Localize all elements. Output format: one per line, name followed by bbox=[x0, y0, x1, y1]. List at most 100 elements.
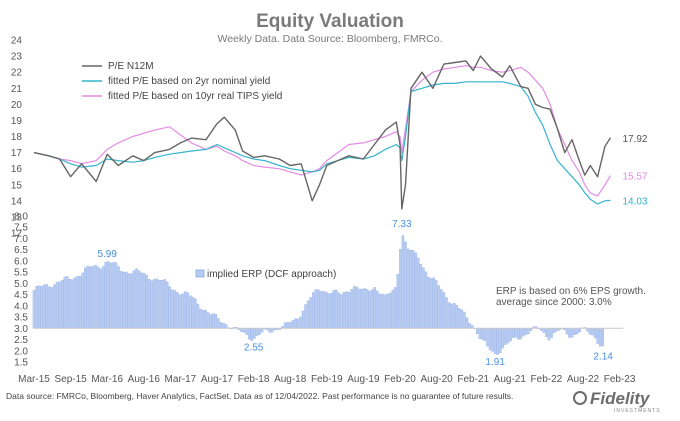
upper-y-tick-label: 17 bbox=[11, 148, 23, 159]
data-source-footer: Data source: FMRCo, Bloomberg, Haver Ana… bbox=[6, 391, 513, 401]
lower-y-tick-label: 2.0 bbox=[14, 346, 28, 357]
fidelity-logo: Fidelity INVESTMENTS bbox=[573, 389, 660, 414]
erp-bar bbox=[66, 276, 69, 329]
erp-bar bbox=[424, 271, 428, 329]
erp-bar bbox=[224, 324, 228, 329]
erp-bar bbox=[437, 285, 441, 329]
erp-bar bbox=[286, 322, 289, 329]
erp-bar bbox=[345, 291, 348, 329]
end-value-label: 15.57 bbox=[622, 172, 647, 183]
erp-bar bbox=[45, 284, 49, 329]
lower-y-axis: 1.52.02.53.03.54.04.55.05.56.06.57.07.58… bbox=[14, 212, 28, 369]
lower-y-tick-label: 4.0 bbox=[14, 301, 28, 312]
erp-bar bbox=[299, 316, 302, 329]
x-tick-label: Aug-17 bbox=[201, 374, 234, 385]
erp-bar bbox=[165, 281, 169, 329]
erp-bar bbox=[101, 266, 105, 329]
lower-y-tick-label: 6.5 bbox=[14, 245, 28, 256]
erp-bar bbox=[322, 291, 325, 329]
erp-bar bbox=[468, 323, 471, 329]
erp-bar bbox=[591, 328, 594, 336]
upper-legend: P/E N12M fitted P/E based on 2yr nominal… bbox=[82, 61, 282, 102]
erp-bar bbox=[150, 280, 154, 329]
erp-bar bbox=[450, 303, 453, 329]
erp-bar bbox=[401, 235, 405, 329]
x-tick-label: Feb-19 bbox=[311, 374, 343, 385]
lower-y-tick-label: 6.0 bbox=[14, 256, 28, 267]
erp-bar bbox=[427, 276, 430, 329]
erp-bar bbox=[178, 294, 182, 329]
x-tick-label: Sep-15 bbox=[54, 374, 87, 385]
erp-bar bbox=[130, 273, 133, 329]
end-value-label: 14.03 bbox=[622, 196, 647, 207]
erp-bar bbox=[391, 289, 394, 329]
erp-bar bbox=[324, 291, 328, 329]
erp-bar bbox=[519, 328, 523, 340]
erp-bar bbox=[452, 303, 456, 329]
erp-bar bbox=[132, 270, 136, 329]
erp-bar bbox=[568, 328, 571, 338]
erp-bar bbox=[268, 328, 271, 333]
erp-bar bbox=[219, 322, 223, 329]
erp-value-label: 2.14 bbox=[593, 352, 613, 363]
erp-bar bbox=[148, 278, 151, 329]
erp-bar bbox=[478, 328, 482, 339]
erp-bar bbox=[142, 273, 146, 329]
erp-bar bbox=[76, 276, 79, 329]
erp-bar bbox=[593, 328, 597, 339]
erp-bar bbox=[145, 274, 148, 329]
erp-bar bbox=[35, 286, 38, 329]
erp-bar bbox=[514, 328, 517, 338]
erp-bar bbox=[222, 323, 225, 329]
pe-lines bbox=[33, 55, 612, 210]
x-axis: Mar-15 Sep-15 Mar-16 Aug-16 Mar-17 Aug-17 Feb-… bbox=[18, 374, 636, 385]
erp-bar bbox=[547, 328, 551, 341]
erp-bar bbox=[37, 285, 41, 329]
erp-bar bbox=[199, 308, 202, 329]
erp-value-label: 1.91 bbox=[485, 357, 505, 368]
erp-bar bbox=[176, 292, 179, 329]
erp-bar bbox=[511, 328, 515, 338]
erp-bar bbox=[455, 304, 458, 329]
lower-y-tick-label: 7.5 bbox=[14, 223, 28, 234]
erp-bar bbox=[50, 287, 54, 329]
erp-bar bbox=[442, 292, 446, 329]
erp-bar bbox=[552, 328, 556, 334]
erp-bar bbox=[96, 266, 100, 329]
erp-bar bbox=[201, 310, 205, 329]
erp-bar bbox=[483, 328, 487, 342]
lower-y-tick-label: 8.0 bbox=[14, 212, 28, 223]
erp-bar bbox=[527, 328, 530, 335]
erp-bar bbox=[314, 289, 318, 329]
lower-y-tick-label: 5.5 bbox=[14, 268, 28, 279]
erp-bar bbox=[135, 268, 138, 329]
erp-bar bbox=[296, 318, 300, 329]
erp-bar bbox=[419, 264, 423, 329]
erp-bar bbox=[481, 328, 484, 340]
erp-bar bbox=[353, 286, 356, 329]
erp-bar bbox=[127, 273, 131, 329]
upper-y-tick-label: 20 bbox=[11, 100, 23, 111]
erp-bar bbox=[55, 281, 59, 329]
erp-bar bbox=[81, 272, 84, 329]
erp-bar bbox=[155, 278, 159, 329]
erp-bar bbox=[214, 314, 218, 329]
erp-bar bbox=[565, 328, 569, 335]
erp-bar bbox=[117, 266, 120, 329]
x-tick-label: Aug-18 bbox=[274, 374, 307, 385]
erp-bar bbox=[94, 265, 97, 329]
x-tick-label: Mar-16 bbox=[91, 374, 123, 385]
erp-bar bbox=[435, 280, 438, 329]
erp-bar bbox=[312, 292, 315, 329]
x-tick-label: Feb-21 bbox=[457, 374, 489, 385]
upper-y-tick-label: 13 bbox=[11, 212, 23, 223]
erp-bar bbox=[271, 328, 274, 333]
erp-bar bbox=[355, 286, 359, 329]
x-tick-label: Feb-23 bbox=[604, 374, 636, 385]
erp-bar bbox=[350, 288, 353, 329]
erp-bar bbox=[291, 320, 294, 329]
x-tick-label: Mar-17 bbox=[165, 374, 197, 385]
erp-bar bbox=[181, 293, 184, 329]
erp-bar bbox=[160, 280, 164, 329]
erp-bar bbox=[376, 290, 379, 329]
